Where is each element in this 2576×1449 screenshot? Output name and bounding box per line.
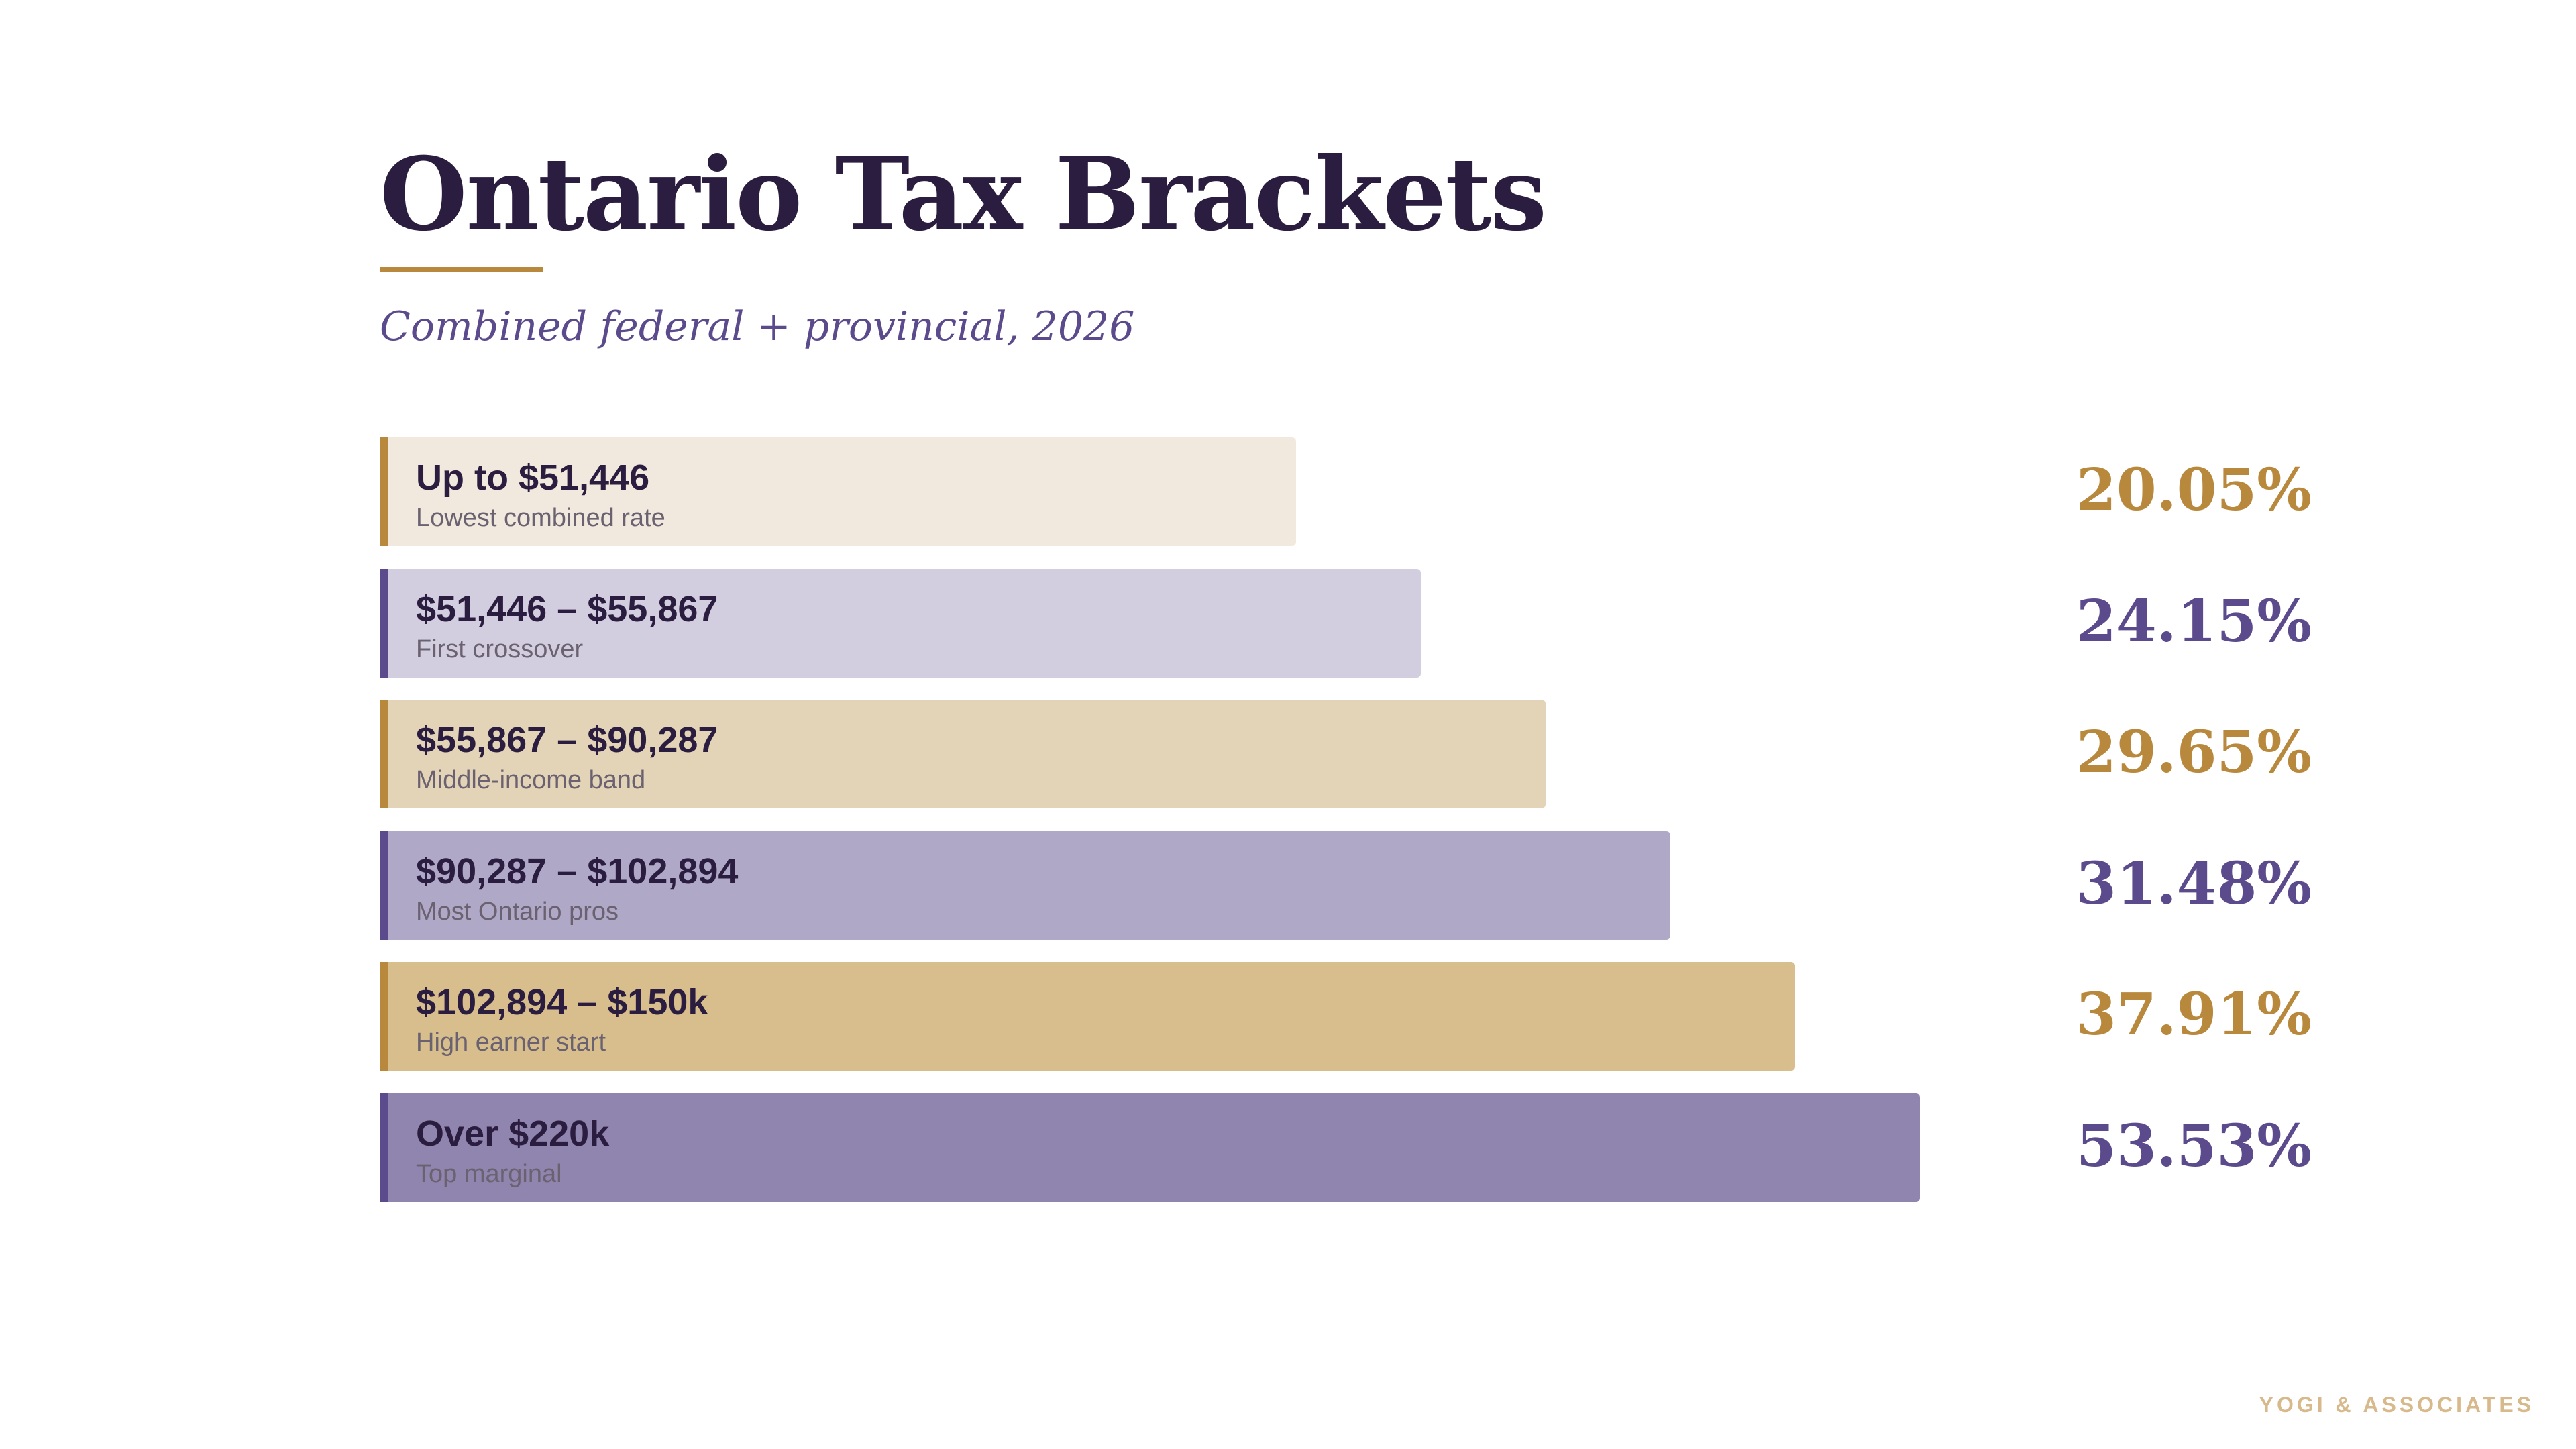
bracket-range-label: Over $220k bbox=[416, 1114, 610, 1154]
bracket-bar: $51,446 – $55,867 First crossover bbox=[380, 568, 1421, 678]
bracket-bar: $102,894 – $150k High earner start bbox=[380, 962, 1795, 1071]
bracket-note: Middle-income band bbox=[416, 766, 646, 795]
bracket-range-label: Up to $51,446 bbox=[416, 458, 650, 498]
bracket-note: Most Ontario pros bbox=[416, 897, 619, 926]
bracket-bar: $55,867 – $90,287 Middle-income band bbox=[380, 700, 1546, 809]
bracket-range-label: $102,894 – $150k bbox=[416, 982, 708, 1023]
bracket-rate-label: 37.91% bbox=[2076, 981, 2312, 1049]
bracket-bar-edge bbox=[380, 568, 388, 678]
page-subtitle: Combined federal + provincial, 2026 bbox=[380, 303, 1135, 350]
bracket-note: First crossover bbox=[416, 635, 584, 663]
footer-brand: YOGI & ASSOCIATES bbox=[2259, 1393, 2534, 1417]
bracket-bar-edge bbox=[380, 700, 388, 809]
bracket-bar-edge bbox=[380, 1093, 388, 1202]
bracket-rate-label: 20.05% bbox=[2076, 456, 2312, 524]
bracket-rate-label: 24.15% bbox=[2076, 587, 2312, 655]
page-title: Ontario Tax Brackets bbox=[380, 136, 1547, 254]
bracket-note: Top marginal bbox=[416, 1160, 562, 1188]
bracket-bar: Over $220k Top marginal bbox=[380, 1093, 1920, 1202]
bracket-range-label: $55,867 – $90,287 bbox=[416, 720, 718, 761]
bracket-range-label: $51,446 – $55,867 bbox=[416, 588, 718, 629]
bracket-rate-label: 53.53% bbox=[2076, 1112, 2312, 1180]
bracket-rate-label: 29.65% bbox=[2076, 718, 2312, 787]
bracket-range-label: $90,287 – $102,894 bbox=[416, 851, 739, 892]
bracket-bar-edge bbox=[380, 830, 388, 940]
bracket-bar: Up to $51,446 Lowest combined rate bbox=[380, 437, 1296, 546]
bracket-note: High earner start bbox=[416, 1028, 606, 1057]
bracket-note: Lowest combined rate bbox=[416, 504, 665, 532]
bracket-rate-label: 31.48% bbox=[2076, 849, 2312, 918]
bracket-bar: $90,287 – $102,894 Most Ontario pros bbox=[380, 830, 1670, 940]
bracket-bar-edge bbox=[380, 962, 388, 1071]
title-underline bbox=[380, 267, 543, 272]
bracket-bar-edge bbox=[380, 437, 388, 546]
